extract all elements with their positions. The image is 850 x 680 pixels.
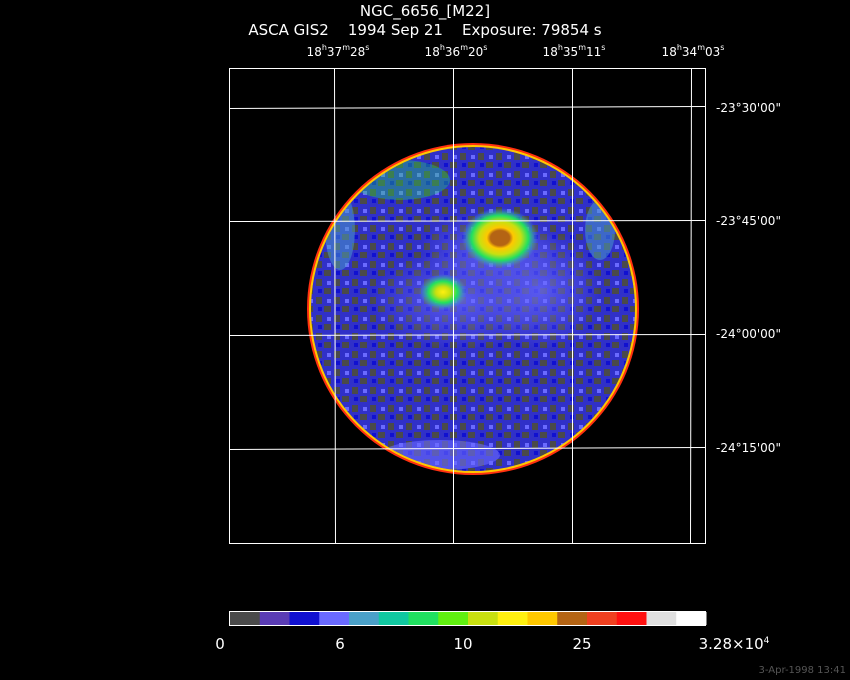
colorbar-swatch — [527, 612, 558, 625]
colorbar-swatch — [349, 612, 380, 625]
ra-tick-label-1: 18h37m28s — [306, 43, 370, 59]
colorbar — [230, 612, 707, 625]
dec-tick-label-3: -24°00'00" — [716, 327, 781, 341]
colorbar-swatch — [676, 612, 707, 625]
coordinate-grid — [229, 68, 706, 544]
timestamp: 3-Apr-1998 13:41 — [758, 665, 846, 676]
dec-tick-label-4: -24°15'00" — [716, 441, 781, 455]
colorbar-swatch — [289, 612, 320, 625]
colorbar-swatch — [378, 612, 409, 625]
colorbar-swatch — [408, 612, 439, 625]
grid-ra-1 — [334, 68, 336, 544]
colorbar-swatch — [646, 612, 677, 625]
colorbar-swatch — [468, 612, 499, 625]
colorbar-label-0: 0 — [215, 635, 225, 653]
grid-dec-2 — [229, 220, 706, 222]
grid-dec-4 — [229, 447, 706, 450]
ra-tick-label-3: 18h35m11s — [542, 43, 606, 59]
detector-field — [307, 143, 639, 475]
observation-subtitle: ASCA GIS2 1994 Sep 21 Exposure: 79854 s — [248, 21, 602, 39]
dec-tick-label-1: -23°30'00" — [716, 101, 781, 115]
colorbar-label-25: 25 — [572, 635, 592, 653]
ra-tick-label-2: 18h36m20s — [424, 43, 488, 59]
grid-dec-1 — [229, 106, 706, 109]
ra-tick-label-4: 18h34m03s — [661, 43, 725, 59]
colorbar-swatch — [587, 612, 618, 625]
colorbar-swatch — [230, 612, 261, 625]
colorbar-swatch — [259, 612, 290, 625]
colorbar-swatch — [438, 612, 469, 625]
grid-dec-3 — [229, 334, 706, 336]
colorbar-label-max: 3.28×104 — [698, 635, 770, 653]
colorbar-label-6: 6 — [335, 635, 345, 653]
colorbar-label-10: 10 — [453, 635, 473, 653]
colorbar-swatch — [497, 612, 528, 625]
object-title: NGC_6656_[M22] — [359, 2, 491, 20]
bright-source-2 — [419, 274, 467, 310]
colorbar-swatch — [319, 612, 350, 625]
colorbar-swatch — [557, 612, 588, 625]
grid-ra-4 — [690, 68, 692, 544]
colorbar-swatch — [616, 612, 647, 625]
dec-tick-label-2: -23°45'00" — [716, 214, 781, 228]
plot-frame — [229, 68, 706, 544]
colorbar-frame — [229, 611, 706, 626]
bright-source-1 — [462, 208, 538, 268]
